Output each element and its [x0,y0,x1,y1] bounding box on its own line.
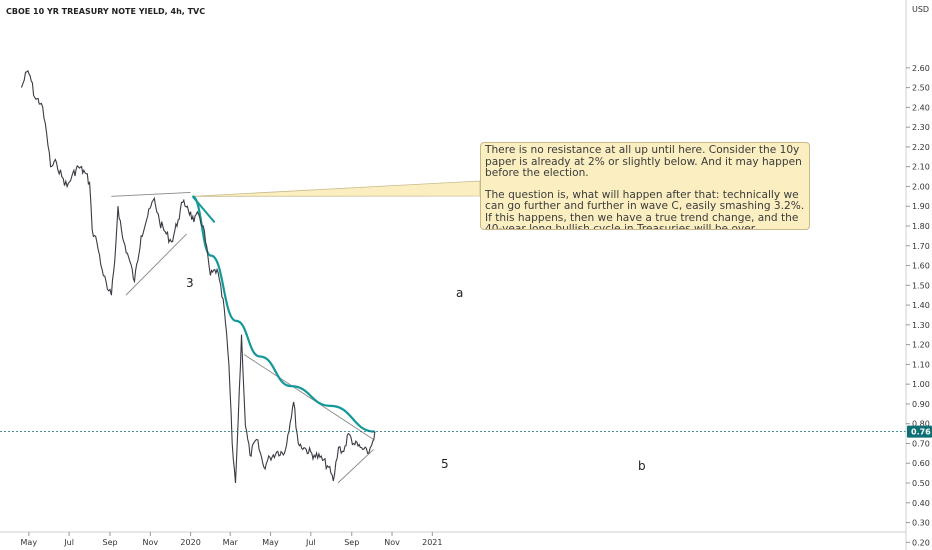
y-tick-label: 1.70 [912,242,930,251]
y-axis[interactable]: USD 2.60 2.50 2.40 2.30 2.20 2.10 2.00 1.90 1.80 1… [905,0,932,550]
x-tick-label: Nov [143,538,159,547]
y-tick-label: 0.60 [912,459,930,468]
x-tick-label: Jul [63,538,74,547]
y-tick-label: 0.50 [912,479,930,488]
y-tick-label: 0.80 [912,420,930,429]
projection-curve [191,195,375,433]
y-tick-label: 0.40 [912,499,930,508]
price-series-line [20,69,376,484]
wave-label-a: a [456,286,463,300]
trend-line [125,233,187,296]
y-tick-label: 1.30 [912,321,930,330]
y-tick-label: 1.90 [912,202,930,211]
y-tick-label: 0.20 [912,538,930,547]
trend-line [243,354,374,440]
annotation-callout: There is no resistance at all up until h… [480,142,810,230]
x-tick-label: Sep [103,538,118,547]
wave-label-b: b [638,459,646,473]
y-tick-label: 1.00 [912,380,930,389]
x-tick-label: 2020 [180,538,200,547]
y-tick-label: 0.90 [912,400,930,409]
annotation-paragraph-1: There is no resistance at all up until h… [485,144,802,179]
callout-tail [192,180,481,197]
x-axis[interactable]: May Jul Sep Nov 2020 Mar May Jul Sep Nov 2021 [0,531,906,547]
trend-line [337,449,374,484]
x-tick-label: Jul [305,538,316,547]
y-tick-label: 0.30 [912,519,930,528]
wave-labels: 3 5 a b [186,276,646,473]
y-tick-label: 1.80 [912,222,930,231]
x-tick-label: May [21,538,38,547]
y-tick-label: 1.20 [912,341,930,350]
y-tick-label: 2.30 [912,123,930,132]
y-tick-label: 1.40 [912,301,930,310]
y-tick-label: 1.60 [912,262,930,271]
trend-lines [111,191,374,484]
wave-label-3: 3 [186,276,194,290]
y-tick-label: 0.70 [912,439,930,448]
y-tick-label: 2.20 [912,143,930,152]
x-tick-label: Mar [223,538,239,547]
last-price-badge [907,425,932,438]
y-axis-unit: USD [912,5,929,14]
y-tick-label: 1.50 [912,281,930,290]
wave-label-5: 5 [441,457,449,471]
y-tick-label: 2.60 [912,64,930,73]
x-tick-label: Sep [344,538,359,547]
y-tick-label: 2.10 [912,163,930,172]
chart-title: CBOE 10 YR TREASURY NOTE YIELD, 4h, TVC [6,7,205,16]
y-tick-label: 1.10 [912,360,930,369]
y-tick-label: 2.50 [912,84,930,93]
x-tick-label: May [262,538,279,547]
annotation-pointer [191,180,481,223]
x-tick-label: Nov [384,538,400,547]
trend-line [111,191,191,197]
y-tick-label: 2.40 [912,103,930,112]
annotation-paragraph-2: The question is, what will happen after … [485,188,805,230]
x-tick-label: 2021 [422,538,442,547]
last-price-label: 0.76 [911,428,931,437]
y-tick-label: 2.00 [912,182,930,191]
